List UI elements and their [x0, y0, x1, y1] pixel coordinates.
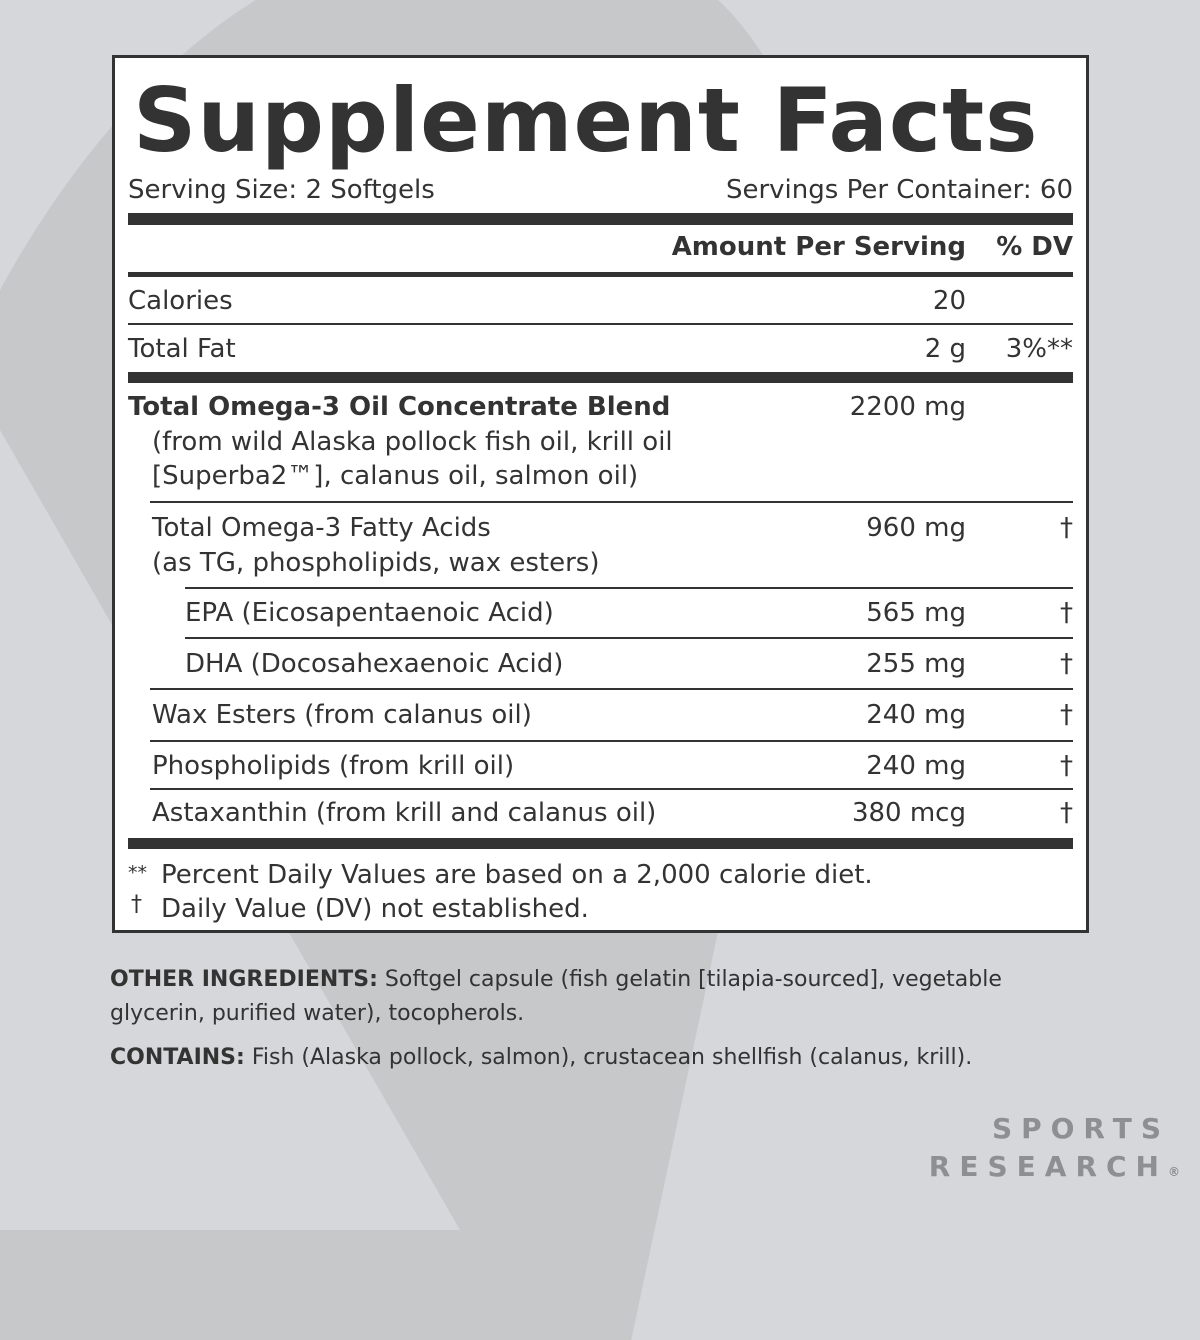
brand-name: RESEARCH — [928, 1150, 1168, 1183]
row-name: DHA (Docosahexaenoic Acid) — [185, 649, 564, 679]
row-sub: (from wild Alaska pollock fish oil, kril… — [152, 427, 673, 457]
row-name: Phospholipids (from krill oil) — [152, 751, 515, 781]
row-dv: † — [1060, 751, 1073, 781]
row-name: Astaxanthin (from krill and calanus oil) — [152, 798, 657, 828]
footnote-mark: ** — [128, 862, 147, 884]
footnote-text: Percent Daily Values are based on a 2,00… — [161, 860, 873, 890]
contains: CONTAINS: Fish (Alaska pollock, salmon),… — [110, 1041, 1070, 1075]
row-name: Total Fat — [128, 334, 236, 364]
divider — [128, 272, 1073, 277]
footnote-mark: † — [131, 892, 142, 917]
row-name: EPA (Eicosapentaenoic Acid) — [185, 598, 554, 628]
row-amount: 2 g — [924, 334, 966, 364]
other-ingredients: OTHER INGREDIENTS: Softgel capsule (fish… — [110, 963, 1070, 1031]
footnote-text: Daily Value (DV) not established. — [161, 894, 589, 924]
row-dv: † — [1060, 513, 1073, 543]
divider-thick — [128, 372, 1073, 383]
row-amount: 240 mg — [866, 751, 966, 781]
supplement-facts-panel: Supplement Facts Serving Size: 2 Softgel… — [112, 55, 1089, 933]
row-name: Wax Esters (from calanus oil) — [152, 700, 532, 730]
divider — [150, 688, 1073, 690]
contains-label: CONTAINS: — [110, 1045, 245, 1070]
row-amount: 565 mg — [866, 598, 966, 628]
row-amount: 380 mcg — [851, 798, 966, 828]
row-sub: [Superba2™], calanus oil, salmon oil) — [152, 461, 639, 491]
serving-size: Serving Size: 2 Softgels — [128, 175, 435, 205]
row-amount: 20 — [932, 286, 966, 316]
other-ingredients-label: OTHER INGREDIENTS: — [110, 967, 378, 992]
divider — [150, 740, 1073, 742]
brand-logo-line2: RESEARCH® — [929, 1150, 1180, 1183]
divider-thick — [128, 838, 1073, 849]
divider — [150, 788, 1073, 790]
dv-header: % DV — [996, 232, 1073, 262]
contains-text: Fish (Alaska pollock, salmon), crustacea… — [244, 1045, 973, 1070]
row-name: Total Omega-3 Fatty Acids — [152, 513, 491, 543]
divider-thick — [128, 213, 1073, 225]
divider — [150, 501, 1073, 503]
servings-per-container: Servings Per Container: 60 — [725, 175, 1073, 205]
divider — [185, 637, 1073, 639]
registered-mark: ® — [1168, 1165, 1180, 1179]
divider — [185, 587, 1073, 589]
row-name: Calories — [128, 286, 233, 316]
amount-header: Amount Per Serving — [671, 232, 966, 262]
row-sub: (as TG, phospholipids, wax esters) — [152, 548, 600, 578]
brand-logo-line1: SPORTS — [991, 1112, 1170, 1145]
row-amount: 255 mg — [866, 649, 966, 679]
row-dv: 3%** — [1005, 334, 1073, 364]
other-ingredients-text: Softgel capsule (fish gelatin [tilapia-s… — [110, 967, 1002, 1026]
row-dv: † — [1060, 649, 1073, 679]
divider — [128, 323, 1073, 325]
row-dv: † — [1060, 700, 1073, 730]
row-amount: 240 mg — [866, 700, 966, 730]
row-amount: 2200 mg — [849, 392, 966, 422]
row-dv: † — [1060, 798, 1073, 828]
row-name: Total Omega-3 Oil Concentrate Blend — [128, 392, 671, 422]
panel-title: Supplement Facts — [133, 69, 1039, 172]
row-dv: † — [1060, 598, 1073, 628]
row-amount: 960 mg — [866, 513, 966, 543]
